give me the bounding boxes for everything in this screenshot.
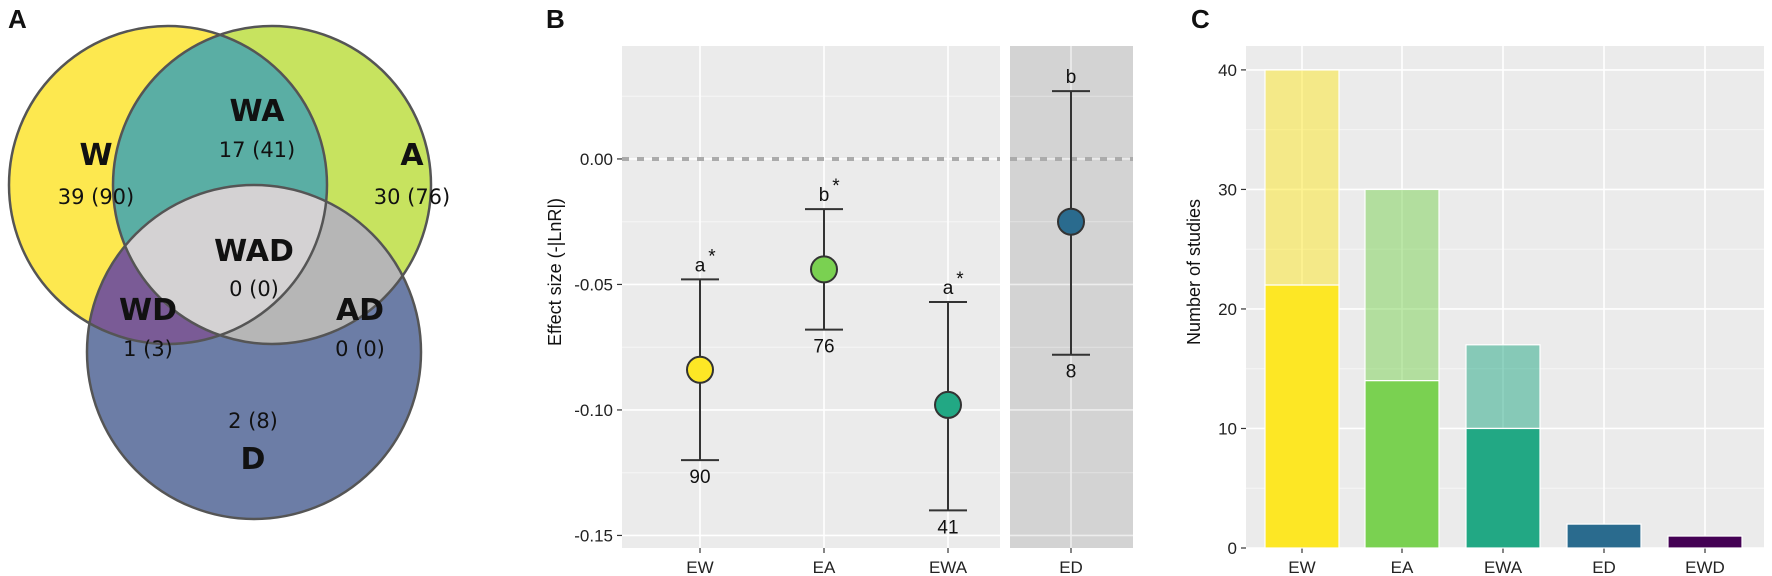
venn-outline-d bbox=[85, 183, 423, 521]
venn-count-wa: 17 (41) bbox=[219, 138, 296, 162]
x-tick-label: ED bbox=[1059, 558, 1083, 576]
venn-label-d: D bbox=[241, 442, 266, 477]
venn-region-wad bbox=[113, 185, 327, 344]
venn-label-a: A bbox=[400, 138, 424, 173]
x-tick-label: EWA bbox=[929, 558, 968, 576]
y-tick-label: 10 bbox=[1218, 419, 1237, 438]
venn-count-a: 30 (76) bbox=[374, 185, 451, 209]
venn-label-w: W bbox=[79, 138, 112, 173]
x-tick-label: EA bbox=[1391, 558, 1414, 576]
venn-count-w: 39 (90) bbox=[58, 185, 135, 209]
venn-count-d: 2 (8) bbox=[228, 409, 278, 433]
bar bbox=[1364, 380, 1440, 549]
studies-axis-title: Number of studies bbox=[1184, 199, 1204, 345]
bar-total bbox=[1364, 188, 1440, 382]
panel-letter-a: A bbox=[8, 4, 27, 34]
bar bbox=[1465, 427, 1541, 549]
venn-count-ad: 0 (0) bbox=[335, 337, 385, 361]
x-tick-label: EWD bbox=[1685, 558, 1725, 576]
x-tick-label: EWA bbox=[1484, 558, 1523, 576]
venn-label-wad: WAD bbox=[214, 234, 294, 269]
panel-letter-b: B bbox=[546, 4, 565, 34]
plot-background-main bbox=[622, 46, 1000, 548]
bar bbox=[1566, 523, 1642, 549]
y-tick-label: -0.10 bbox=[574, 401, 613, 420]
sample-size-label: 8 bbox=[1066, 362, 1077, 383]
sample-size-label: 41 bbox=[937, 517, 958, 538]
bar-total bbox=[1465, 344, 1541, 430]
venn-count-wad: 0 (0) bbox=[229, 277, 279, 301]
y-tick-label: 40 bbox=[1218, 61, 1237, 80]
venn-diagram: W 39 (90) A 30 (76) 2 (8) D WA 17 (41) W… bbox=[7, 24, 451, 521]
y-tick-label: -0.15 bbox=[574, 526, 613, 545]
x-tick-label: EA bbox=[813, 558, 836, 576]
y-tick-label: 20 bbox=[1218, 300, 1237, 319]
venn-count-wd: 1 (3) bbox=[123, 337, 173, 361]
y-tick-label: -0.05 bbox=[574, 275, 613, 294]
venn-outline-w bbox=[7, 24, 329, 346]
sample-size-label: 90 bbox=[689, 467, 710, 488]
x-tick-label: EW bbox=[1288, 558, 1315, 576]
bar-total bbox=[1264, 69, 1340, 286]
sample-size-label: 76 bbox=[813, 337, 834, 358]
data-point bbox=[1057, 207, 1085, 236]
group-letter: a bbox=[943, 278, 954, 299]
venn-label-wd: WD bbox=[119, 293, 177, 328]
y-tick-label: 0.00 bbox=[580, 150, 613, 169]
y-tick-label: 30 bbox=[1218, 180, 1237, 199]
bar bbox=[1667, 535, 1743, 549]
venn-label-ad: AD bbox=[336, 293, 384, 328]
bar bbox=[1264, 284, 1340, 549]
group-letter: b bbox=[1066, 67, 1077, 88]
data-point bbox=[934, 390, 962, 419]
significance-marker: * bbox=[956, 269, 964, 290]
effect-size-chart: Effect size (-|LnR|) 0.00 -0.05 -0.10 -0.15… bbox=[545, 46, 1133, 576]
studies-bar-chart: Number of studies 0 10 20 30 40 EW EA EWA ED EWD bbox=[1184, 46, 1764, 576]
venn-label-wa: WA bbox=[230, 94, 286, 129]
x-tick-label: ED bbox=[1592, 558, 1616, 576]
panel-letter-c: C bbox=[1191, 4, 1210, 34]
group-letter: b bbox=[819, 185, 830, 206]
data-point bbox=[686, 355, 714, 384]
effect-size-axis-title: Effect size (-|LnR|) bbox=[545, 198, 565, 346]
data-point bbox=[810, 255, 838, 284]
x-tick-label: EW bbox=[686, 558, 713, 576]
group-letter: a bbox=[695, 255, 706, 276]
significance-marker: * bbox=[832, 176, 840, 197]
venn-outline-a bbox=[111, 24, 433, 346]
y-tick-label: 0 bbox=[1228, 539, 1237, 558]
significance-marker: * bbox=[708, 246, 716, 267]
